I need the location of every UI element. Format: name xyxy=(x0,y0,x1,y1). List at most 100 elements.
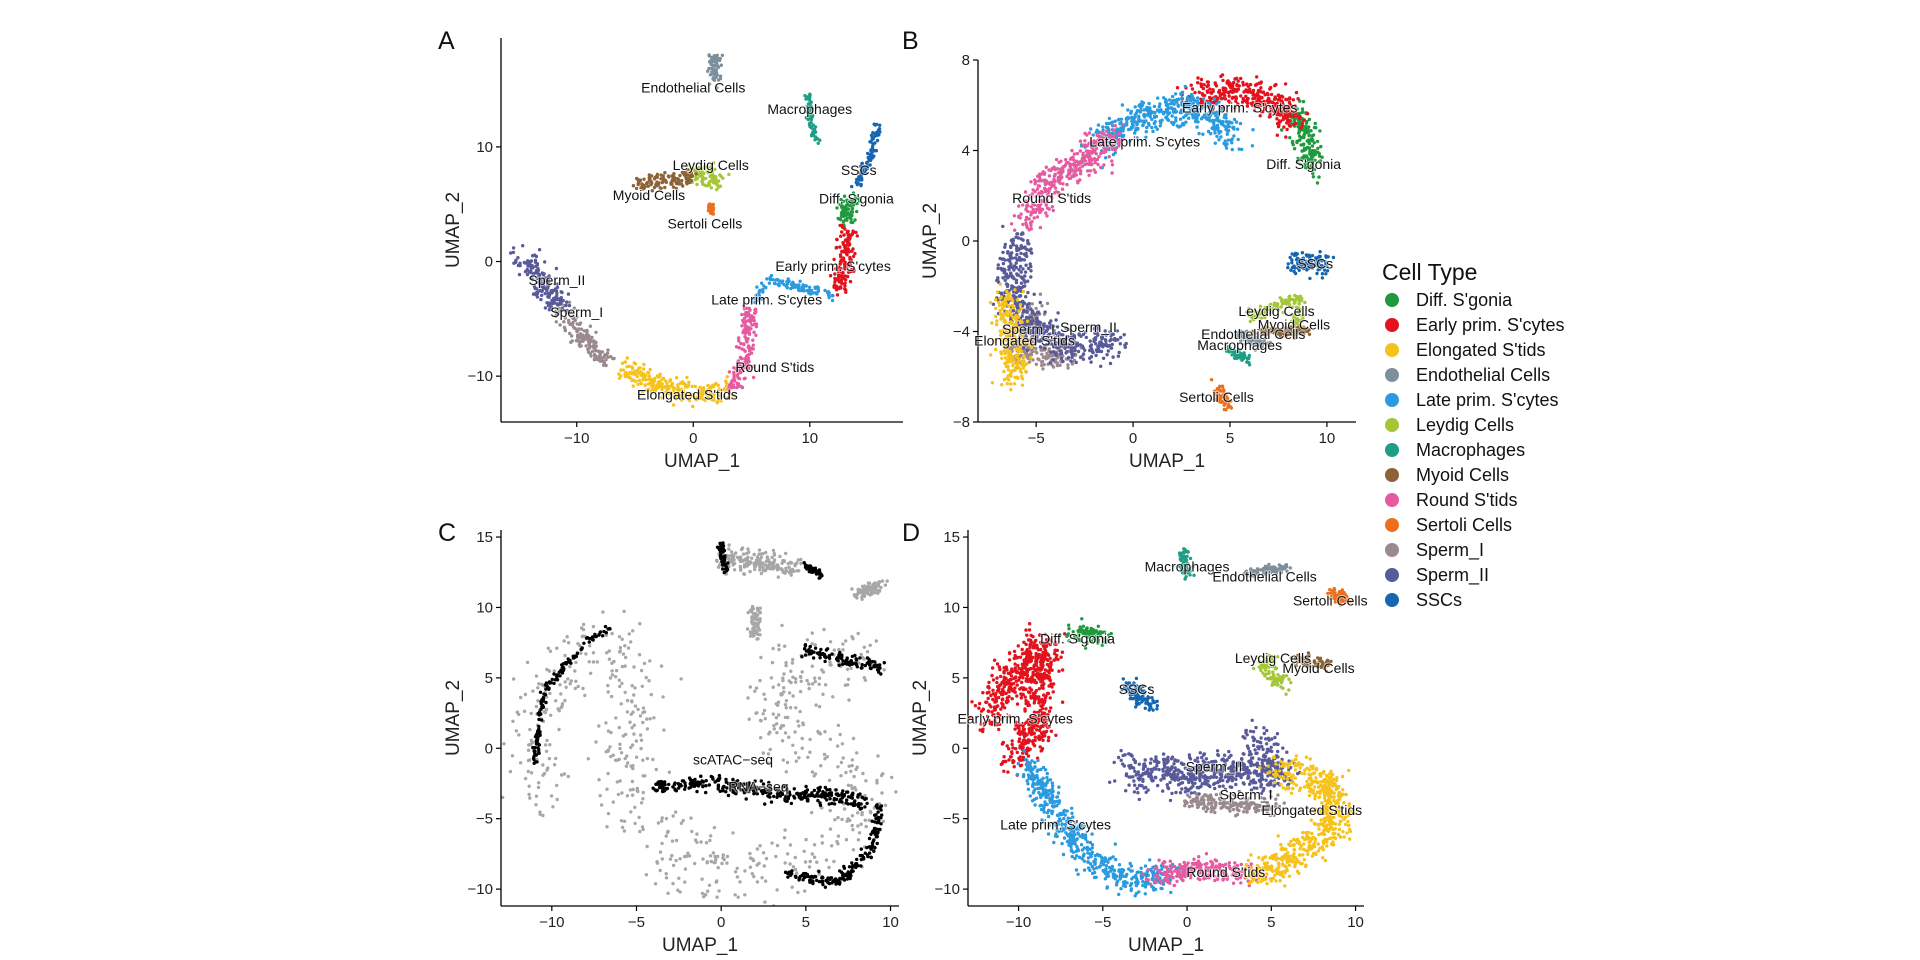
point xyxy=(1251,97,1255,101)
point xyxy=(1003,245,1007,249)
point xyxy=(796,719,800,723)
point xyxy=(798,279,802,283)
point xyxy=(856,824,860,828)
point xyxy=(1300,251,1305,255)
point xyxy=(624,370,628,375)
point xyxy=(1240,147,1244,152)
point xyxy=(1254,310,1258,314)
point xyxy=(1302,154,1306,158)
point xyxy=(1261,109,1265,114)
point xyxy=(1270,307,1275,311)
point xyxy=(1119,335,1123,340)
point xyxy=(1015,258,1019,262)
point xyxy=(609,694,614,699)
point xyxy=(792,285,796,290)
point xyxy=(1024,199,1028,203)
point xyxy=(1044,196,1049,201)
point xyxy=(678,394,683,398)
point xyxy=(536,280,540,285)
point xyxy=(1240,100,1245,104)
point xyxy=(710,72,714,76)
point xyxy=(722,857,726,862)
point xyxy=(1105,129,1109,133)
point xyxy=(1299,143,1303,147)
point xyxy=(997,303,1002,308)
point xyxy=(683,385,688,389)
point xyxy=(534,794,539,798)
point xyxy=(1079,355,1083,359)
point xyxy=(1291,313,1295,317)
point xyxy=(1310,162,1315,166)
point xyxy=(1023,280,1027,284)
point xyxy=(1029,315,1034,319)
point xyxy=(1223,97,1228,101)
point xyxy=(690,384,694,389)
y-axis-title: UMAP_2 xyxy=(920,203,941,279)
point xyxy=(548,291,552,295)
point xyxy=(620,361,625,365)
point xyxy=(574,660,578,665)
point xyxy=(713,71,717,76)
point xyxy=(530,254,535,258)
point xyxy=(1088,348,1092,353)
point xyxy=(1238,121,1243,126)
point xyxy=(1102,150,1106,155)
point xyxy=(847,199,852,204)
point xyxy=(720,861,724,866)
point xyxy=(550,298,554,303)
point xyxy=(1107,116,1112,121)
point xyxy=(850,763,854,768)
point xyxy=(618,742,622,746)
point xyxy=(836,276,840,280)
point xyxy=(1272,110,1277,114)
point xyxy=(1049,325,1053,329)
cluster-label-late-prim-s-cytes: Late prim. S'cytes xyxy=(711,291,822,307)
point xyxy=(1331,255,1336,260)
point xyxy=(1094,348,1099,352)
point xyxy=(639,733,643,737)
point xyxy=(850,206,855,211)
point xyxy=(1004,310,1009,314)
point xyxy=(1009,337,1014,341)
point xyxy=(610,631,614,636)
point xyxy=(873,141,877,145)
point xyxy=(1006,275,1010,279)
point xyxy=(650,180,654,185)
point xyxy=(1121,137,1126,141)
point xyxy=(1021,222,1025,227)
point xyxy=(1230,147,1235,152)
point xyxy=(731,385,735,389)
point xyxy=(848,243,852,247)
point xyxy=(783,644,787,648)
point xyxy=(841,642,845,646)
point xyxy=(802,289,806,293)
point xyxy=(659,664,664,668)
point xyxy=(671,814,675,818)
point xyxy=(1001,224,1005,229)
point xyxy=(736,360,740,365)
point xyxy=(533,285,537,290)
point xyxy=(839,279,843,283)
point xyxy=(1281,301,1285,305)
point xyxy=(690,829,694,834)
point xyxy=(1001,301,1006,305)
point xyxy=(1021,341,1025,345)
point xyxy=(624,732,628,737)
point xyxy=(794,680,798,684)
point xyxy=(824,858,829,862)
point xyxy=(763,697,767,701)
point xyxy=(839,234,843,238)
point xyxy=(1076,349,1081,354)
series-macrophages xyxy=(1224,345,1252,367)
point xyxy=(788,843,793,847)
point xyxy=(1258,327,1263,332)
point xyxy=(529,276,533,280)
point xyxy=(749,351,754,355)
point xyxy=(1313,152,1318,157)
point xyxy=(644,873,649,877)
point xyxy=(563,328,567,333)
point xyxy=(1317,160,1321,164)
point xyxy=(1014,290,1019,295)
point xyxy=(1108,361,1113,366)
point xyxy=(846,274,850,279)
